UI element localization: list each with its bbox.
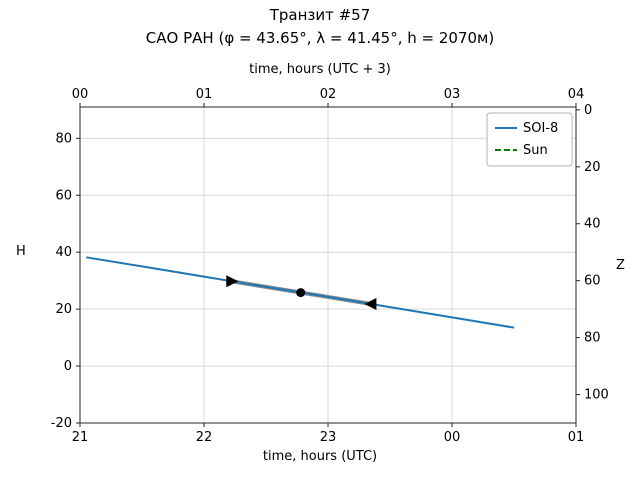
marker-transit-middle bbox=[296, 288, 306, 298]
tick-label-top: 04 bbox=[568, 87, 585, 102]
tick-label-left: 40 bbox=[55, 245, 72, 260]
tick-label-left: 20 bbox=[55, 302, 72, 317]
tick-label-bottom: 00 bbox=[444, 430, 461, 445]
marker-transit-start bbox=[226, 275, 239, 288]
tick-label-top: 02 bbox=[320, 87, 337, 102]
legend-label-Sun: Sun bbox=[523, 143, 548, 158]
tick-label-right: 40 bbox=[584, 217, 601, 232]
bottom-x-axis-label: time, hours (UTC) bbox=[262, 449, 378, 464]
legend-box bbox=[486, 112, 573, 167]
tick-label-right: 80 bbox=[584, 331, 601, 346]
tick-label-bottom: 23 bbox=[320, 430, 337, 445]
tick-label-right: 0 bbox=[584, 103, 592, 118]
chart-subtitle: САО РАН (φ = 43.65°, λ = 41.45°, h = 207… bbox=[145, 29, 495, 47]
tick-label-bottom: 22 bbox=[196, 430, 213, 445]
top-x-axis-label: time, hours (UTC + 3) bbox=[249, 62, 391, 77]
tick-label-top: 03 bbox=[444, 87, 461, 102]
tick-label-bottom: 01 bbox=[568, 430, 585, 445]
tick-label-left: 80 bbox=[55, 131, 72, 146]
tick-label-right: 100 bbox=[584, 388, 609, 403]
tick-label-left: -20 bbox=[51, 416, 72, 431]
right-y-axis-label: Z bbox=[616, 258, 625, 273]
tick-label-left: 60 bbox=[55, 188, 72, 203]
tick-label-top: 01 bbox=[196, 87, 213, 102]
tick-label-right: 60 bbox=[584, 274, 601, 289]
tick-label-right: 20 bbox=[584, 160, 601, 175]
left-y-axis-label: H bbox=[16, 244, 26, 259]
tick-label-top: 00 bbox=[72, 87, 89, 102]
chart-title: Транзит #57 bbox=[269, 6, 371, 24]
tick-label-left: 0 bbox=[64, 359, 72, 374]
marker-transit-end bbox=[364, 298, 377, 311]
legend-label-SOI-8: SOI-8 bbox=[523, 121, 558, 136]
tick-label-bottom: 21 bbox=[72, 430, 89, 445]
